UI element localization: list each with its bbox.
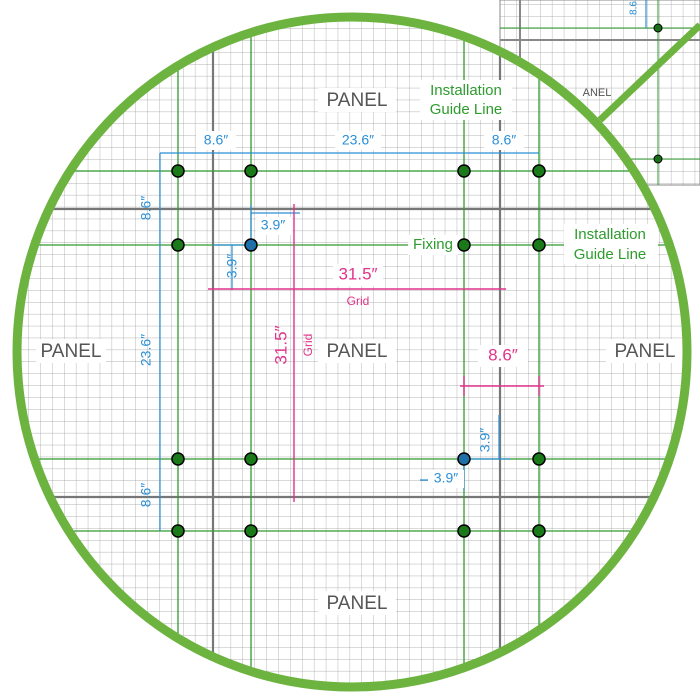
dimensions: 8.6″ 23.6″ 8.6″ 8.6″ 23.6″ 8.6″ 3.9″ 3.9… — [138, 131, 539, 531]
label-bg — [196, 131, 236, 150]
label-bg — [335, 131, 381, 150]
fixing-point — [244, 238, 258, 252]
inset-fixing — [653, 23, 663, 33]
fixing-point — [244, 452, 258, 466]
fixing-point — [457, 238, 471, 252]
label-bg — [478, 345, 528, 367]
label-bg — [564, 224, 658, 264]
panel-label: PANEL — [327, 341, 388, 362]
dimension-label: 3.9″ — [434, 470, 458, 486]
fixing-point — [457, 524, 471, 538]
label-bg — [408, 235, 458, 255]
panel-label: PANEL — [41, 341, 102, 362]
label-bg — [484, 131, 524, 150]
grid-label: Grid — [347, 294, 370, 308]
fixing-point — [171, 164, 185, 178]
fixing-point — [244, 524, 258, 538]
grid-dimension-label: 31.5″ — [271, 325, 290, 364]
grid-dimension-label: 31.5″ — [338, 264, 377, 283]
grid-label: Grid — [301, 334, 315, 357]
inset-connector — [597, 22, 700, 123]
fixing-point — [171, 524, 185, 538]
panel-label: PANEL — [327, 90, 388, 111]
inset-panel-label: ANEL — [583, 87, 612, 99]
zoom-frame — [12, 12, 692, 692]
fixing-point — [171, 452, 185, 466]
label-bg — [318, 591, 396, 615]
dimension-label: 3.9″ — [224, 254, 240, 278]
dimension-label: 8.6″ — [138, 196, 154, 220]
panel-label: PANEL — [615, 341, 676, 362]
fixing-point — [171, 238, 185, 252]
dimension-label: 8.6″ — [138, 483, 154, 507]
dimension-label: 8.6″ — [492, 132, 516, 148]
panel-label: PANEL — [327, 593, 388, 614]
label-bg — [606, 339, 684, 363]
inset-dimension-label: 8.6 — [629, 1, 640, 15]
dimension-label: 8.6″ — [204, 132, 228, 148]
fixing-point — [457, 452, 471, 466]
label-bg — [318, 339, 396, 363]
label-bg — [333, 264, 383, 286]
fixing-point — [457, 164, 471, 178]
fixing-label: Fixing — [413, 236, 453, 253]
dimension-label: 23.6″ — [138, 334, 154, 366]
label-bg — [318, 88, 396, 112]
guide-label: Guide Line — [430, 101, 503, 118]
fixing-point — [532, 238, 546, 252]
label-bg — [428, 470, 464, 488]
dimension-label: 3.9″ — [477, 428, 493, 452]
label-bg — [256, 217, 292, 235]
grid-dimensions: 31.5″ Grid 31.5″ Grid 8.6″ — [208, 204, 544, 502]
fixing-point — [244, 164, 258, 178]
fixing-point — [532, 164, 546, 178]
dimension-label: 3.9″ — [261, 217, 285, 233]
guide-label: Installation — [430, 82, 502, 99]
fixing-point — [532, 524, 546, 538]
inset-fixing — [653, 154, 663, 164]
dimension-label: 23.6″ — [342, 132, 374, 148]
guide-label: Guide Line — [574, 246, 647, 263]
grid-dimension-label: 8.6″ — [488, 345, 518, 364]
fixing-point — [532, 452, 546, 466]
guide-label: Installation — [574, 226, 646, 243]
label-bg — [36, 339, 106, 363]
label-bg — [420, 80, 512, 120]
